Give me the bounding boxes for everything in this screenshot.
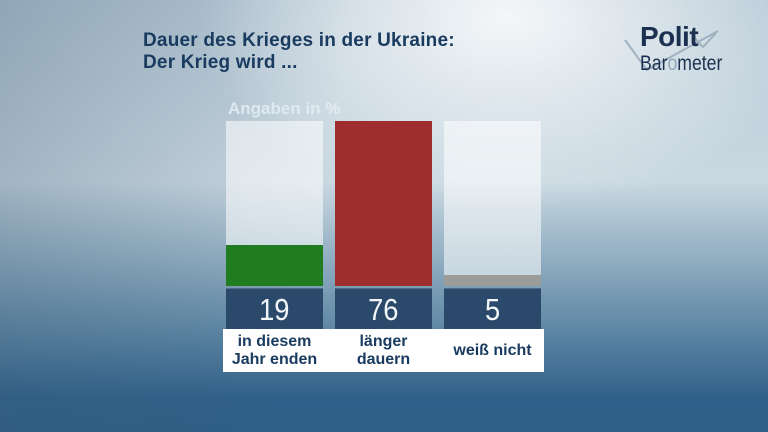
page-title: Dauer des Krieges in der Ukraine: Der Kr…: [143, 30, 455, 74]
bar-value-band: 76: [335, 288, 432, 330]
category-label-line: länger: [359, 332, 408, 350]
category-label-line: in diesem: [237, 332, 312, 350]
category-label: in diesem Jahr enden: [226, 329, 323, 372]
bar-track: [444, 121, 541, 286]
bar-fill: [226, 245, 323, 286]
bar-columns: 19 76 5: [226, 121, 541, 330]
logo-text-bar: Bar: [640, 52, 668, 75]
bar-fill: [335, 121, 432, 286]
bar-column: 5: [444, 121, 541, 330]
category-label: länger dauern: [335, 329, 432, 372]
category-label-line: weiß nicht: [453, 341, 532, 359]
politbarometer-logo: Polit Barometer: [600, 8, 745, 108]
bar-column: 76: [335, 121, 432, 330]
logo-text-meter: meter: [677, 52, 723, 75]
bar-track: [335, 121, 432, 286]
bar-value: 19: [259, 291, 290, 327]
category-label-line: Jahr enden: [231, 350, 318, 368]
category-label-line: dauern: [356, 350, 411, 368]
bar-value-band: 5: [444, 288, 541, 330]
category-label: weiß nicht: [444, 329, 541, 372]
logo-checkmark-icon: [624, 30, 719, 72]
logo-text-polit: Polit: [640, 21, 699, 52]
bar-column: 19: [226, 121, 323, 330]
bar-fill: [444, 275, 541, 286]
category-label-band: in diesem Jahr enden länger dauern weiß nich…: [223, 329, 544, 372]
logo-letter-o: o: [667, 52, 678, 75]
logo-text-barometer: Barometer: [640, 53, 722, 74]
bar-value: 5: [484, 291, 501, 327]
bar-track: [226, 121, 323, 286]
bar-value: 76: [368, 291, 399, 327]
title-line-2: Der Krieg wird ...: [143, 52, 298, 73]
bar-value-band: 19: [226, 288, 323, 330]
chart-unit-note: Angaben in %: [228, 99, 341, 118]
title-line-1: Dauer des Krieges in der Ukraine:: [143, 30, 455, 51]
